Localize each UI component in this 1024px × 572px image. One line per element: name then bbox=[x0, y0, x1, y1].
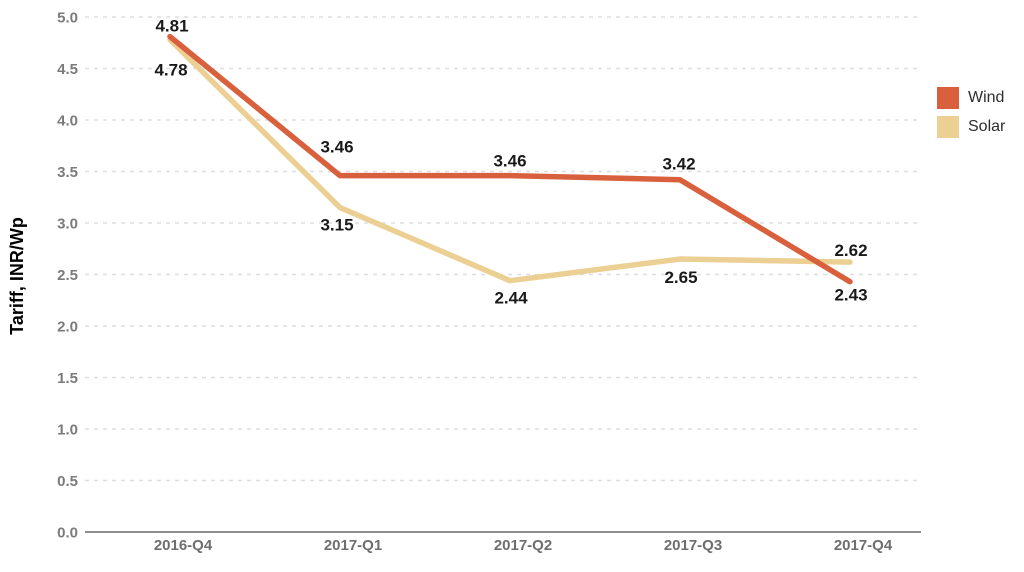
wind-data-label: 3.46 bbox=[320, 138, 353, 157]
y-axis-title: Tariff, INR/Wp bbox=[7, 217, 27, 335]
y-tick-label: 3.0 bbox=[57, 216, 78, 233]
wind-data-label: 2.43 bbox=[834, 286, 867, 305]
solar-series-swatch bbox=[937, 116, 959, 138]
y-tick-label: 0.0 bbox=[57, 525, 78, 542]
y-tick-label: 3.5 bbox=[57, 164, 78, 181]
x-tick-label: 2017-Q3 bbox=[664, 537, 722, 554]
x-tick-label: 2016-Q4 bbox=[154, 537, 213, 554]
wind-line bbox=[167, 33, 853, 285]
y-tick-label: 2.5 bbox=[57, 267, 78, 284]
x-tick-label: 2017-Q1 bbox=[324, 537, 382, 554]
solar-data-label: 2.65 bbox=[664, 268, 697, 287]
wind-data-label: 3.46 bbox=[493, 152, 526, 171]
legend-label-solar: Solar bbox=[968, 118, 1006, 135]
solar-data-label: 4.78 bbox=[154, 61, 187, 80]
y-tick-label: 4.0 bbox=[57, 113, 78, 130]
legend: Wind Solar bbox=[937, 87, 1005, 138]
wind-data-label: 3.42 bbox=[662, 155, 695, 174]
solar-line bbox=[167, 36, 853, 284]
legend-item-wind: Wind bbox=[937, 87, 1005, 109]
solar-data-label: 2.44 bbox=[494, 289, 528, 308]
legend-item-solar: Solar bbox=[937, 116, 1005, 138]
wind-series-swatch bbox=[937, 87, 959, 109]
y-tick-label: 1.5 bbox=[57, 370, 78, 387]
y-tick-label: 4.5 bbox=[57, 61, 78, 78]
x-tick-label: 2017-Q4 bbox=[834, 537, 893, 554]
y-tick-label: 5.0 bbox=[57, 10, 78, 27]
x-tick-label: 2017-Q2 bbox=[494, 537, 552, 554]
wind-data-label: 4.81 bbox=[155, 17, 188, 36]
solar-data-label: 2.62 bbox=[834, 241, 867, 260]
y-tick-label: 1.0 bbox=[57, 422, 78, 439]
y-tick-label: 2.0 bbox=[57, 319, 78, 336]
solar-data-label: 3.15 bbox=[320, 216, 353, 235]
legend-label-wind: Wind bbox=[968, 89, 1005, 106]
y-tick-label: 0.5 bbox=[57, 473, 78, 490]
